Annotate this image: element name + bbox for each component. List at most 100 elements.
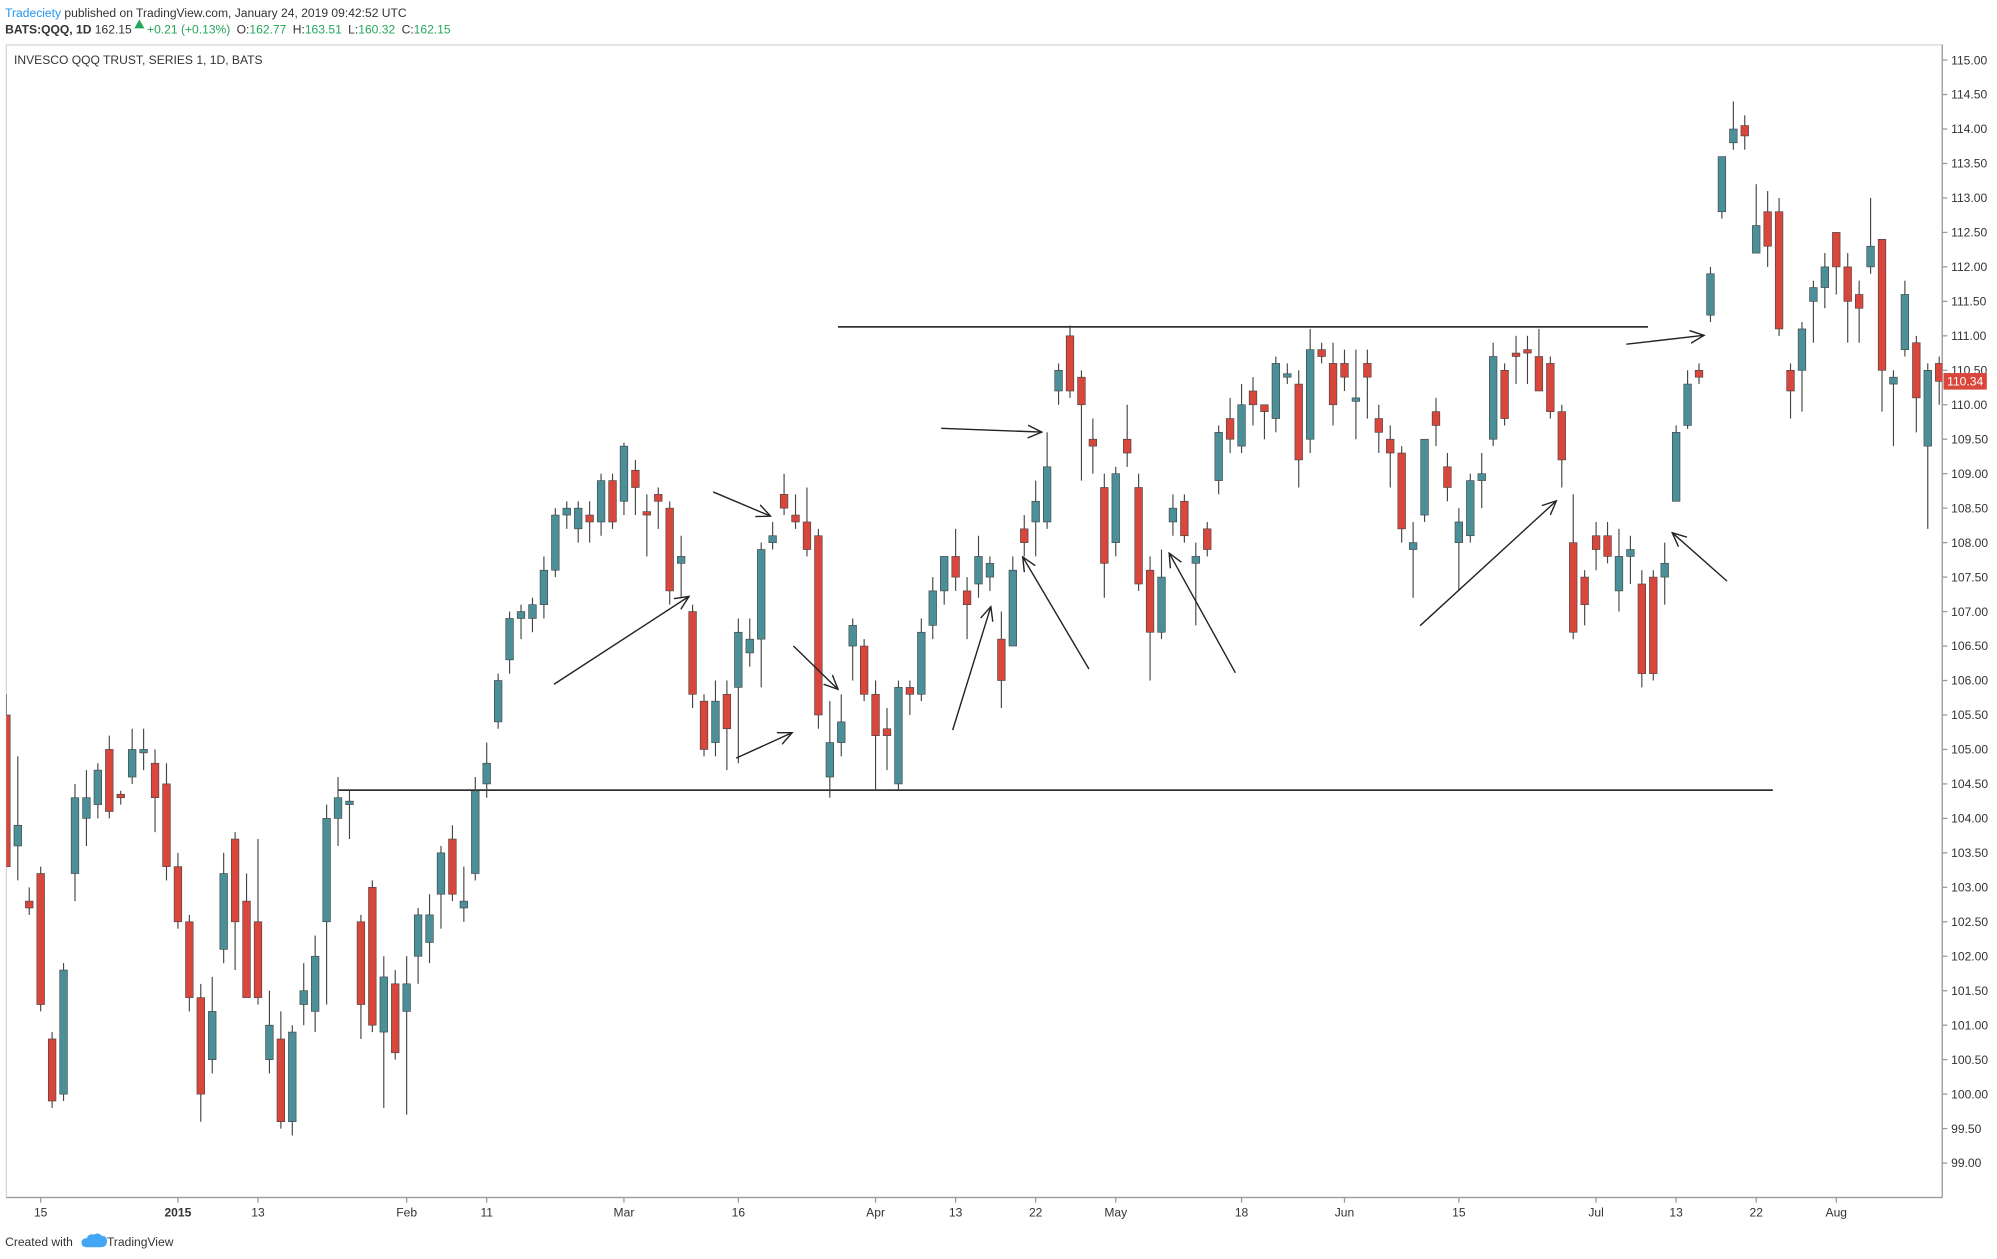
footer-brand[interactable]: TradingView	[107, 1235, 174, 1249]
candle-body	[1660, 562, 1669, 578]
candle-body	[253, 921, 263, 998]
candle-body	[1843, 266, 1852, 302]
arrow	[1672, 533, 1728, 582]
candle-body	[562, 507, 571, 516]
candle-body	[1866, 245, 1875, 268]
y-tick-label: 113.00	[1951, 191, 1987, 205]
arrow	[792, 645, 838, 689]
candle-body	[1717, 156, 1727, 213]
candle-body	[1603, 535, 1612, 557]
y-tick-label: 108.00	[1951, 536, 1988, 550]
candle-body	[1328, 363, 1338, 406]
candle-body	[505, 618, 514, 661]
candle-body	[1340, 363, 1349, 378]
ohlc-value: 162.77	[249, 22, 286, 36]
candle-body	[25, 900, 34, 909]
candle-body	[356, 921, 366, 1005]
y-tick-label: 100.50	[1951, 1053, 1988, 1067]
y-tick-label: 114.50	[1951, 88, 1987, 102]
candle-body	[574, 507, 583, 530]
arrow	[1419, 501, 1556, 627]
y-tick-label: 109.50	[1951, 432, 1988, 446]
candle-body	[1283, 373, 1292, 378]
y-tick-label: 107.00	[1951, 605, 1988, 619]
x-tick-label: Apr	[866, 1206, 885, 1220]
y-tick-label: 105.50	[1951, 708, 1988, 722]
candle-body	[814, 535, 823, 716]
candle-body	[1317, 349, 1326, 357]
price: 162.15	[95, 22, 132, 36]
candle-body	[848, 625, 857, 647]
candle-body	[391, 983, 400, 1054]
x-tick-label: May	[1104, 1206, 1128, 1220]
arrow	[1169, 553, 1237, 674]
candle-body	[208, 1011, 217, 1060]
y-tick-label: 99.50	[1951, 1122, 1982, 1136]
candle-body	[1752, 225, 1761, 254]
candle-body	[974, 556, 983, 585]
candle-body	[311, 955, 320, 1012]
x-tick-label: 18	[1235, 1206, 1249, 1220]
plot	[6, 101, 1943, 1136]
candle-body	[150, 762, 160, 799]
candle-body	[734, 631, 743, 688]
y-tick-label: 112.50	[1951, 226, 1987, 240]
candle-body	[139, 749, 148, 754]
author[interactable]: Tradeciety	[5, 6, 62, 20]
tradingview-logo	[81, 1233, 107, 1248]
x-tick-label: 22	[1749, 1206, 1763, 1220]
y-tick-label: 107.50	[1951, 570, 1988, 584]
y-tick-label: 109.00	[1951, 467, 1988, 481]
candle-body	[59, 969, 68, 1095]
y-tick-label: 111.00	[1951, 329, 1986, 343]
candle-body	[1260, 404, 1269, 412]
candle-body	[997, 638, 1006, 681]
candle-body	[837, 721, 846, 743]
last-price-label: 110.34	[1947, 375, 1983, 389]
published: published on TradingView.com, January 24…	[64, 6, 406, 20]
ohlc-label: L:	[348, 22, 358, 36]
candle-body	[1248, 390, 1258, 406]
candle-body	[1088, 438, 1098, 447]
ohlc-label: C:	[402, 22, 414, 36]
candle-body	[619, 445, 629, 502]
candle-body	[173, 866, 183, 923]
candle-body	[345, 800, 354, 805]
arrow	[1626, 335, 1704, 345]
candle-body	[1237, 404, 1246, 447]
candle-body	[219, 873, 228, 950]
y-tick-label: 100.00	[1951, 1087, 1988, 1101]
ohlc-value: 162.15	[414, 22, 451, 36]
candle-body	[299, 990, 308, 1005]
ohlc-value: 163.51	[305, 22, 342, 36]
candle-body	[116, 793, 125, 799]
candle-body	[928, 590, 937, 626]
header-line-2: BATS:QQQ, 1D 162.15 +0.21 (+0.13%) O:162.7…	[5, 22, 451, 36]
y-tick-label: 104.50	[1951, 777, 1988, 791]
candle-body	[82, 797, 91, 819]
x-tick-label: 22	[1029, 1206, 1043, 1220]
header-line-1: Tradeciety published on TradingView.com,…	[5, 6, 407, 20]
candle-body	[951, 556, 960, 578]
chart-title: INVESCO QQQ TRUST, SERIES 1, 1D, BATS	[14, 53, 263, 67]
candle-body	[1591, 535, 1601, 550]
footer-created: Created with	[5, 1235, 73, 1249]
candle-body	[699, 700, 709, 750]
candle-body	[1580, 576, 1589, 605]
x-tick-label: Jun	[1335, 1206, 1354, 1220]
candle-body	[642, 511, 651, 516]
candle-body	[1706, 273, 1715, 316]
candle-body	[528, 604, 537, 619]
candle-body	[1191, 556, 1200, 564]
candle-body	[1294, 383, 1303, 461]
candle-body	[1649, 576, 1658, 674]
candle-body	[1820, 266, 1829, 288]
candle-body	[1935, 363, 1943, 382]
candle-body	[722, 693, 732, 730]
candle-body	[379, 976, 388, 1033]
candle-body	[779, 494, 789, 509]
candle-body	[288, 1031, 297, 1123]
candle-body	[768, 535, 777, 543]
candle-body	[1100, 487, 1109, 564]
y-tick-label: 99.00	[1951, 1156, 1982, 1170]
